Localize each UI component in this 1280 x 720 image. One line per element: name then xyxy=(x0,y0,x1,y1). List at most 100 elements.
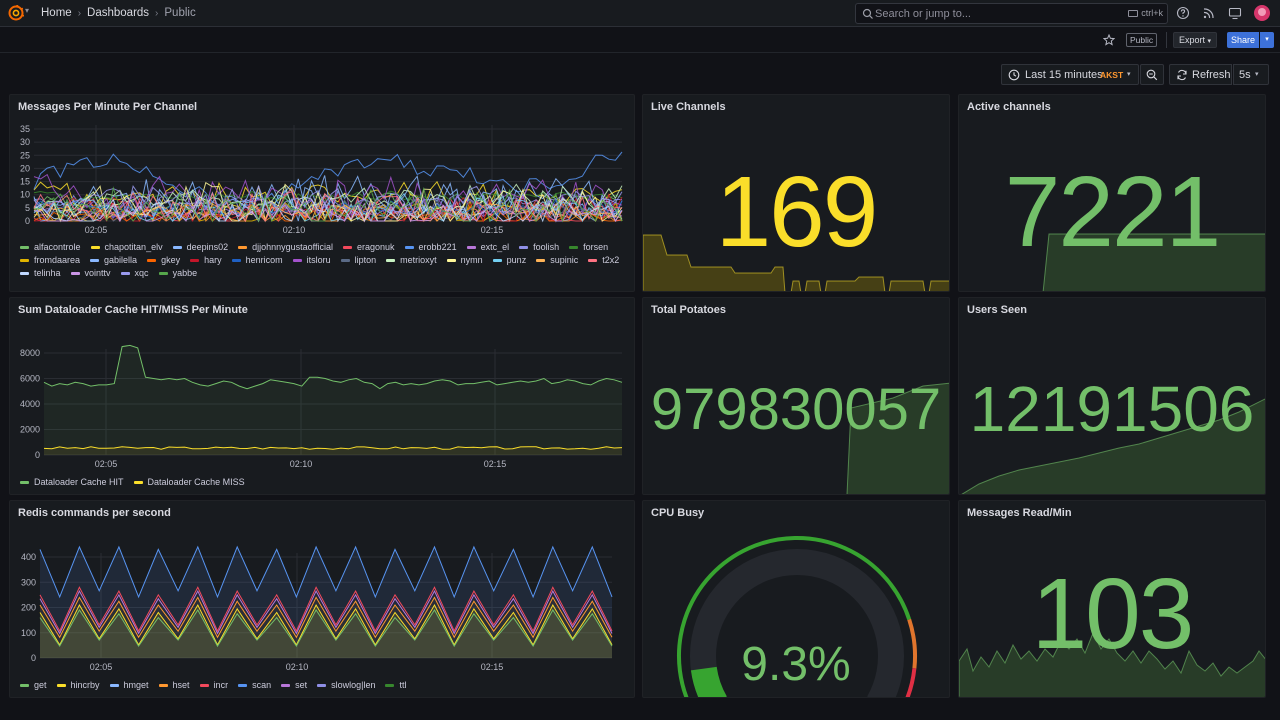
legend-item[interactable]: forsen xyxy=(569,242,608,252)
legend-item[interactable]: metrioxyt xyxy=(386,255,437,265)
legend-swatch xyxy=(292,258,302,262)
legend-item[interactable]: scan xyxy=(238,680,271,690)
y-tick-label: 0 xyxy=(25,216,30,226)
help-icon[interactable] xyxy=(1176,6,1190,20)
share-button[interactable]: Share xyxy=(1227,32,1259,48)
zoom-out-button[interactable] xyxy=(1140,64,1164,85)
export-button[interactable]: Export ▾ xyxy=(1173,32,1218,48)
legend-item[interactable]: yabbe xyxy=(158,268,197,278)
panel-title[interactable]: Messages Per Minute Per Channel xyxy=(18,101,198,113)
breadcrumb-home[interactable]: Home xyxy=(41,7,72,19)
panel-total-potatoes[interactable]: Total Potatoes 979830057 xyxy=(642,297,950,495)
refresh-interval-picker[interactable]: 5s ▾ xyxy=(1233,64,1269,85)
legend-item[interactable]: Dataloader Cache HIT xyxy=(20,477,124,487)
live-channels-sparkline xyxy=(643,234,949,291)
x-tick-label: 02:15 xyxy=(481,662,504,672)
legend-item[interactable]: itsloru xyxy=(292,255,331,265)
series-line xyxy=(39,596,613,639)
legend-item[interactable]: lipton xyxy=(340,255,376,265)
panel-title[interactable]: Users Seen xyxy=(967,304,1027,316)
redis-timeseries-chart[interactable]: 400 300 200 100 0 02:05 02:10 02:15 xyxy=(10,501,635,681)
panel-live-channels[interactable]: Live Channels 169 xyxy=(642,94,950,292)
refresh-label: Refresh xyxy=(1192,69,1231,81)
legend-label: gabilella xyxy=(104,255,138,265)
legend-item[interactable]: foolish xyxy=(519,242,559,252)
time-range-picker[interactable]: Last 15 minutes AKST ▾ xyxy=(1001,64,1139,85)
menu-chevron-icon[interactable]: ▾ xyxy=(25,6,30,15)
breadcrumb-dashboards[interactable]: Dashboards xyxy=(87,7,150,19)
legend-label: xqc xyxy=(134,268,149,278)
legend-item[interactable]: punz xyxy=(492,255,526,265)
legend-item[interactable]: get xyxy=(20,680,47,690)
legend-item[interactable]: vointtv xyxy=(70,268,111,278)
legend-item[interactable]: t2x2 xyxy=(588,255,619,265)
legend-swatch xyxy=(190,258,200,262)
legend-label: chapotitan_elv xyxy=(104,242,163,252)
panel-active-channels[interactable]: Active channels 7221 xyxy=(958,94,1266,292)
panel-dataloader-cache[interactable]: Sum Dataloader Cache HIT/MISS Per Minute… xyxy=(9,297,635,495)
legend-item[interactable]: gabilella xyxy=(90,255,137,265)
y-tick-label: 10 xyxy=(20,190,30,200)
panel-title[interactable]: CPU Busy xyxy=(651,507,705,519)
legend-swatch xyxy=(231,258,241,262)
legend-item[interactable]: djjohnnygustaofficial xyxy=(238,242,333,252)
legend-swatch xyxy=(404,245,414,249)
y-tick-label: 100 xyxy=(21,628,36,638)
legend-swatch xyxy=(20,258,29,262)
legend-item[interactable]: nymn xyxy=(446,255,483,265)
gauge-threshold-red xyxy=(905,668,917,697)
legend-item[interactable]: telinha xyxy=(20,268,61,278)
legend-item[interactable]: hincrby xyxy=(56,680,100,690)
legend-item[interactable]: incr xyxy=(199,680,228,690)
legend-item[interactable]: slowlog|len xyxy=(317,680,375,690)
refresh-icon xyxy=(1177,69,1187,81)
panel-title[interactable]: Total Potatoes xyxy=(651,304,726,316)
panel-title[interactable]: Messages Read/Min xyxy=(967,507,1072,519)
panel-redis-commands[interactable]: Redis commands per second 400 300 200 100 0 0… xyxy=(9,500,635,698)
legend-item[interactable]: eragonuk xyxy=(343,242,395,252)
legend-item[interactable]: extc_el xyxy=(466,242,509,252)
legend-item[interactable]: Dataloader Cache MISS xyxy=(133,477,245,487)
legend-item[interactable]: hmget xyxy=(109,680,149,690)
messages-timeseries-chart[interactable]: 35 30 25 20 15 10 5 0 02:05 02:10 02:15 xyxy=(10,95,635,235)
panel-messages-read[interactable]: Messages Read/Min 103 xyxy=(958,500,1266,698)
legend-item[interactable]: erobb221 xyxy=(404,242,457,252)
legend-item[interactable]: hset xyxy=(158,680,190,690)
series-line xyxy=(39,586,613,633)
series-area xyxy=(40,597,612,658)
panel-messages-per-minute[interactable]: Messages Per Minute Per Channel 35 30 25 20… xyxy=(9,94,635,292)
panel-title[interactable]: Redis commands per second xyxy=(18,507,171,519)
star-icon[interactable] xyxy=(1103,34,1115,46)
search-input[interactable]: Search or jump to... ctrl+k xyxy=(855,3,1168,24)
legend-swatch xyxy=(90,258,100,262)
legend-item[interactable]: hary xyxy=(190,255,222,265)
dataloader-timeseries-chart[interactable]: 8000 6000 4000 2000 0 02:05 02:10 02:15 xyxy=(10,298,635,478)
panel-title[interactable]: Active channels xyxy=(967,101,1051,113)
legend-item[interactable]: xqc xyxy=(120,268,149,278)
legend-item[interactable]: fromdaarea xyxy=(20,255,80,265)
legend-item[interactable]: deepins02 xyxy=(172,242,229,252)
legend-item[interactable]: gkey xyxy=(147,255,180,265)
panel-users-seen[interactable]: Users Seen 12191506 xyxy=(958,297,1266,495)
share-dropdown-chevron-icon[interactable]: ▾ xyxy=(1260,32,1274,48)
panel-title[interactable]: Sum Dataloader Cache HIT/MISS Per Minute xyxy=(18,304,248,316)
legend-item[interactable]: alfacontrole xyxy=(20,242,81,252)
grafana-logo-icon[interactable] xyxy=(8,5,24,21)
rss-icon[interactable] xyxy=(1202,6,1216,20)
legend-item[interactable]: henricom xyxy=(231,255,283,265)
legend-item[interactable]: chapotitan_elv xyxy=(90,242,163,252)
legend-swatch xyxy=(20,683,29,687)
monitor-icon[interactable] xyxy=(1228,6,1242,20)
legend-item[interactable]: ttl xyxy=(385,680,407,690)
legend-label: deepins02 xyxy=(186,242,229,252)
legend-label: get xyxy=(34,680,47,690)
legend-swatch xyxy=(492,258,502,262)
panel-title[interactable]: Live Channels xyxy=(651,101,726,113)
legend-item[interactable]: set xyxy=(281,680,307,690)
cpu-gauge xyxy=(676,536,917,697)
legend-item[interactable]: supinic xyxy=(536,255,578,265)
legend-label: nymn xyxy=(460,255,483,265)
refresh-button[interactable]: Refresh xyxy=(1169,64,1232,85)
panel-cpu-busy[interactable]: CPU Busy 9.3% xyxy=(642,500,950,698)
avatar[interactable] xyxy=(1254,5,1270,21)
